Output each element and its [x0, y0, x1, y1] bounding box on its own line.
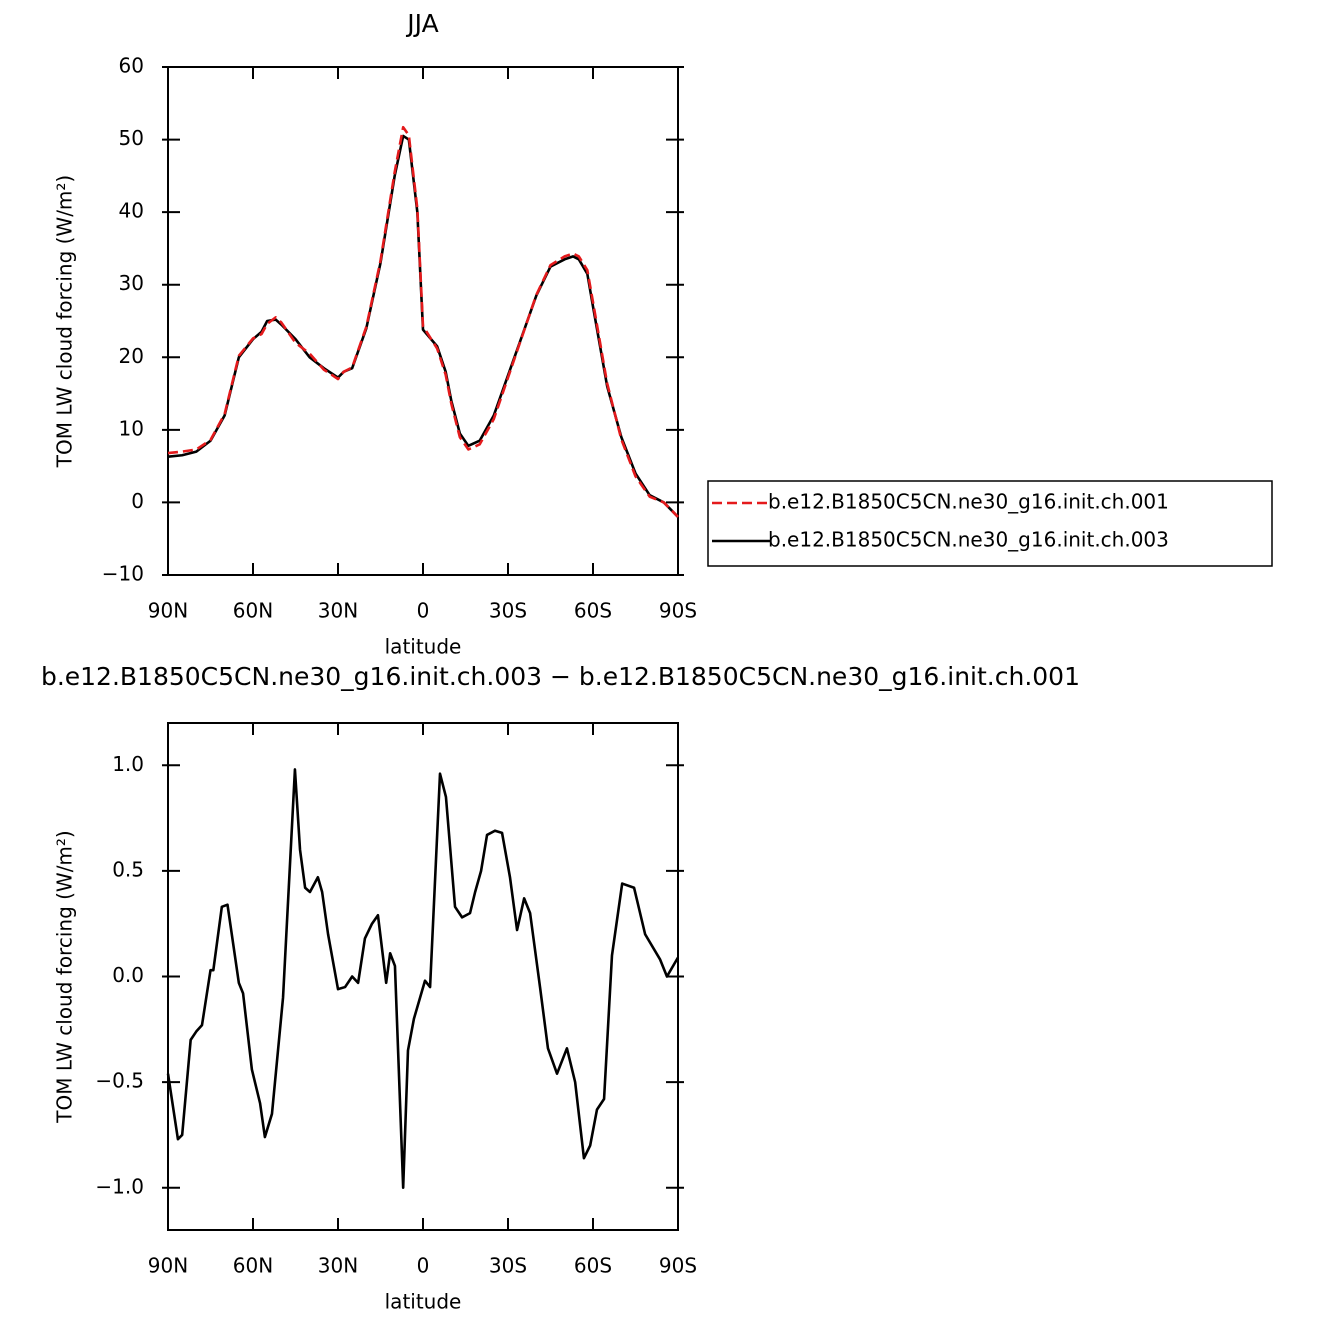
x-tick-label: 90N [148, 599, 188, 623]
y-tick-label: 20 [119, 344, 144, 368]
plot-frame [167, 722, 679, 1231]
x-tick-label: 30S [489, 599, 527, 623]
y-axis-label: TOM LW cloud forcing (W/m²) [53, 830, 77, 1124]
chart-title: JJA [405, 9, 438, 38]
x-tick-label: 0 [417, 1254, 430, 1278]
data-line [167, 125, 679, 518]
x-tick-label: 90S [659, 1254, 697, 1278]
x-tick-label: 30S [489, 1254, 527, 1278]
chart-title: b.e12.B1850C5CN.ne30_g16.init.ch.003 − b… [41, 662, 1080, 691]
y-tick-label: 30 [119, 271, 144, 295]
x-tick-label: 60N [233, 1254, 273, 1278]
y-tick-label: 0 [131, 489, 144, 513]
x-tick-label: 30N [318, 1254, 358, 1278]
y-tick-label: 10 [119, 416, 144, 440]
data-line [167, 134, 679, 518]
y-tick-label: 60 [119, 54, 144, 78]
legend-label: b.e12.B1850C5CN.ne30_g16.init.ch.001 [768, 490, 1169, 514]
y-tick-label: 0.5 [112, 857, 144, 881]
y-tick-label: 1.0 [112, 752, 144, 776]
legend-box [707, 480, 1273, 567]
x-tick-label: 90S [659, 599, 697, 623]
y-tick-label: 50 [119, 126, 144, 150]
y-tick-label: 40 [119, 199, 144, 223]
y-tick-label: −1.0 [95, 1174, 144, 1198]
x-tick-label: 60S [574, 1254, 612, 1278]
x-axis-label: latitude [385, 635, 462, 659]
data-line [166, 768, 680, 1190]
x-tick-label: 60N [233, 599, 273, 623]
x-tick-label: 60S [574, 599, 612, 623]
x-tick-label: 30N [318, 599, 358, 623]
x-tick-label: 0 [417, 599, 430, 623]
y-axis-label: TOM LW cloud forcing (W/m²) [53, 175, 77, 469]
y-tick-label: −0.5 [95, 1069, 144, 1093]
legend-label: b.e12.B1850C5CN.ne30_g16.init.ch.003 [768, 528, 1169, 552]
y-tick-label: −10 [102, 562, 144, 586]
y-tick-label: 0.0 [112, 963, 144, 987]
x-tick-label: 90N [148, 1254, 188, 1278]
x-axis-label: latitude [385, 1290, 462, 1314]
